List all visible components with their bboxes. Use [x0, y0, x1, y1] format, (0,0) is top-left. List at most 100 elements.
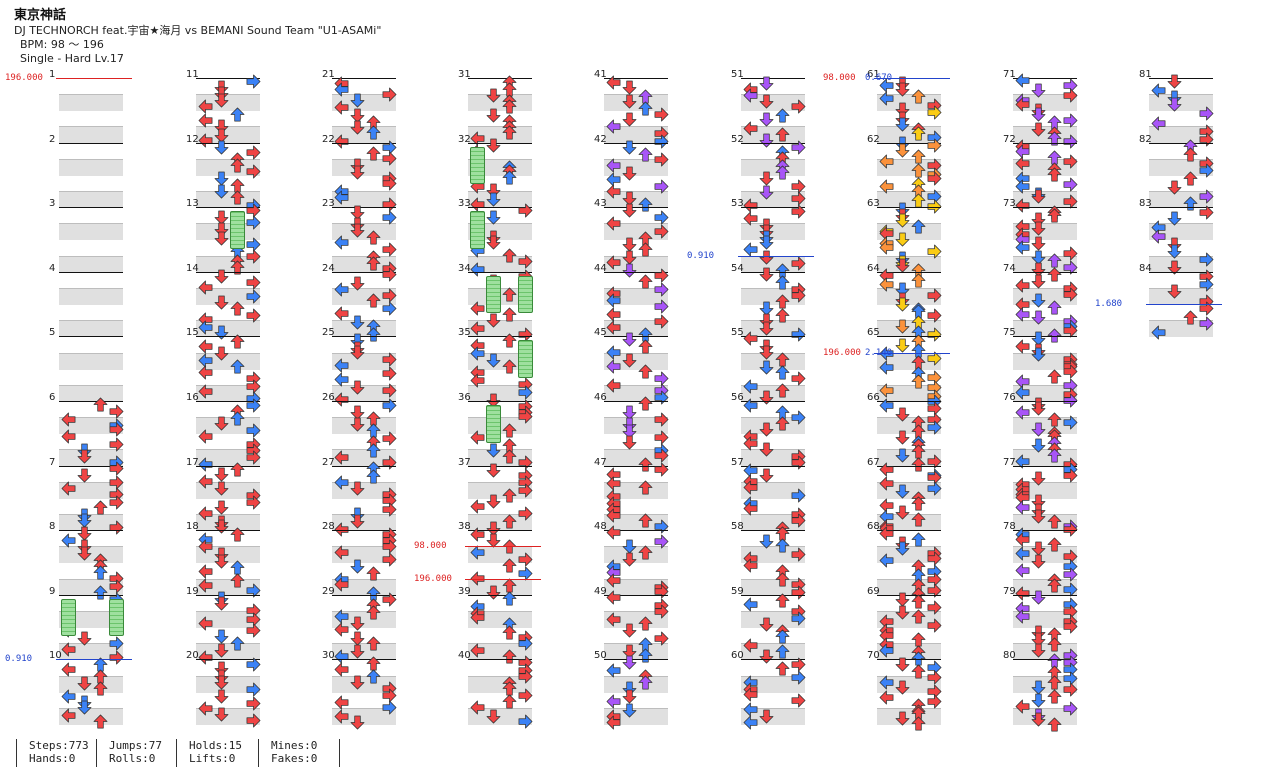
arrow-note-icon — [638, 545, 653, 560]
measure-lane — [1149, 78, 1213, 143]
chart-header: 東京神話 DJ TECHNORCH feat.宇宙★海月 vs BEMANI S… — [14, 8, 381, 66]
arrow-note-icon — [518, 385, 533, 400]
beat-stripe — [59, 320, 123, 338]
measure-number: 72 — [1003, 133, 1016, 145]
arrow-note-icon — [109, 495, 124, 510]
beat-stripe — [1013, 126, 1077, 144]
measure-lane — [332, 336, 396, 401]
beat-stripe — [877, 449, 941, 467]
measure-number: 84 — [1139, 262, 1152, 274]
arrow-note-icon — [366, 443, 381, 458]
arrow-note-icon — [911, 149, 926, 164]
measure-number: 2 — [49, 133, 56, 145]
arrow-note-icon — [1063, 88, 1078, 103]
arrow-note-icon — [350, 559, 365, 574]
arrow-note-icon — [638, 480, 653, 495]
arrow-note-icon — [927, 694, 942, 709]
beat-stripe — [604, 223, 668, 241]
arrow-note-icon — [622, 112, 637, 127]
hold-note — [486, 405, 501, 443]
arrow-note-icon — [93, 500, 108, 515]
measure-number: 67 — [867, 456, 880, 468]
arrow-note-icon — [93, 397, 108, 412]
beat-stripe — [1013, 320, 1077, 338]
arrow-note-icon — [759, 709, 774, 724]
arrow-note-icon — [502, 558, 517, 573]
measure-lane — [332, 595, 396, 660]
arrow-note-icon — [775, 593, 790, 608]
arrow-note-icon — [350, 644, 365, 659]
arrow-note-icon — [1151, 116, 1166, 131]
beat-stripe — [59, 352, 123, 370]
arrow-note-icon — [214, 689, 229, 704]
arrow-note-icon — [622, 203, 637, 218]
arrow-note-icon — [1015, 97, 1030, 112]
arrow-note-icon — [366, 125, 381, 140]
measure-number: 19 — [186, 585, 199, 597]
arrow-note-icon — [486, 192, 501, 207]
beat-stripe — [604, 449, 668, 467]
bpm-change-marker — [56, 78, 132, 79]
measure-number: 45 — [594, 327, 607, 339]
arrow-note-icon — [895, 605, 910, 620]
measure-line — [332, 530, 396, 532]
arrow-note-icon — [622, 94, 637, 109]
measure-line — [1013, 336, 1077, 338]
arrow-note-icon — [791, 256, 806, 271]
measure-number: 5 — [49, 327, 56, 339]
bpm-value-label: 98.000 — [823, 73, 856, 83]
arrow-note-icon — [895, 430, 910, 445]
arrow-note-icon — [246, 164, 261, 179]
arrow-note-icon — [622, 332, 637, 347]
arrow-note-icon — [382, 267, 397, 282]
measure-number: 66 — [867, 392, 880, 403]
measure-number: 6 — [49, 392, 56, 403]
arrow-note-icon — [911, 609, 926, 624]
arrow-note-icon — [759, 468, 774, 483]
arrow-note-icon — [1047, 689, 1062, 704]
arrow-note-icon — [214, 93, 229, 108]
measure-lane — [332, 466, 396, 531]
arrow-note-icon — [879, 462, 894, 477]
arrow-note-icon — [214, 707, 229, 722]
arrow-note-icon — [77, 468, 92, 483]
measure-number: 76 — [1003, 392, 1016, 403]
arrow-note-icon — [1031, 122, 1046, 137]
measure-lane — [196, 336, 260, 401]
measure-lane — [59, 659, 123, 724]
measure-lane — [1013, 272, 1077, 337]
stats-divider — [339, 739, 340, 767]
arrow-note-icon — [895, 213, 910, 228]
arrow-note-icon — [606, 216, 621, 231]
arrow-note-icon — [518, 203, 533, 218]
artist-line: DJ TECHNORCH feat.宇宙★海月 vs BEMANI Sound … — [14, 24, 382, 38]
song-title: 東京神話 — [14, 8, 67, 23]
arrow-note-icon — [622, 80, 637, 95]
measure-line — [468, 207, 532, 209]
arrow-note-icon — [366, 256, 381, 271]
measure-number: 42 — [594, 133, 607, 145]
arrow-note-icon — [879, 476, 894, 491]
arrow-note-icon — [911, 374, 926, 389]
arrow-note-icon — [1047, 300, 1062, 315]
beat-stripe — [1013, 287, 1077, 305]
arrow-note-icon — [246, 450, 261, 465]
measure-lane — [468, 336, 532, 401]
arrow-note-icon — [246, 289, 261, 304]
arrow-note-icon — [382, 383, 397, 398]
arrow-note-icon — [606, 119, 621, 134]
arrow-note-icon — [518, 552, 533, 567]
arrow-note-icon — [879, 179, 894, 194]
beat-stripe — [877, 320, 941, 338]
arrow-note-icon — [1015, 73, 1030, 88]
measure-line — [877, 401, 941, 402]
arrow-note-icon — [622, 166, 637, 181]
measure-line — [59, 594, 123, 596]
arrow-note-icon — [214, 675, 229, 690]
measure-number: 28 — [322, 521, 335, 533]
measure-line — [196, 659, 260, 661]
measure-lane — [196, 595, 260, 660]
arrow-note-icon — [895, 541, 910, 556]
arrow-note-icon — [927, 308, 942, 323]
arrow-note-icon — [350, 380, 365, 395]
